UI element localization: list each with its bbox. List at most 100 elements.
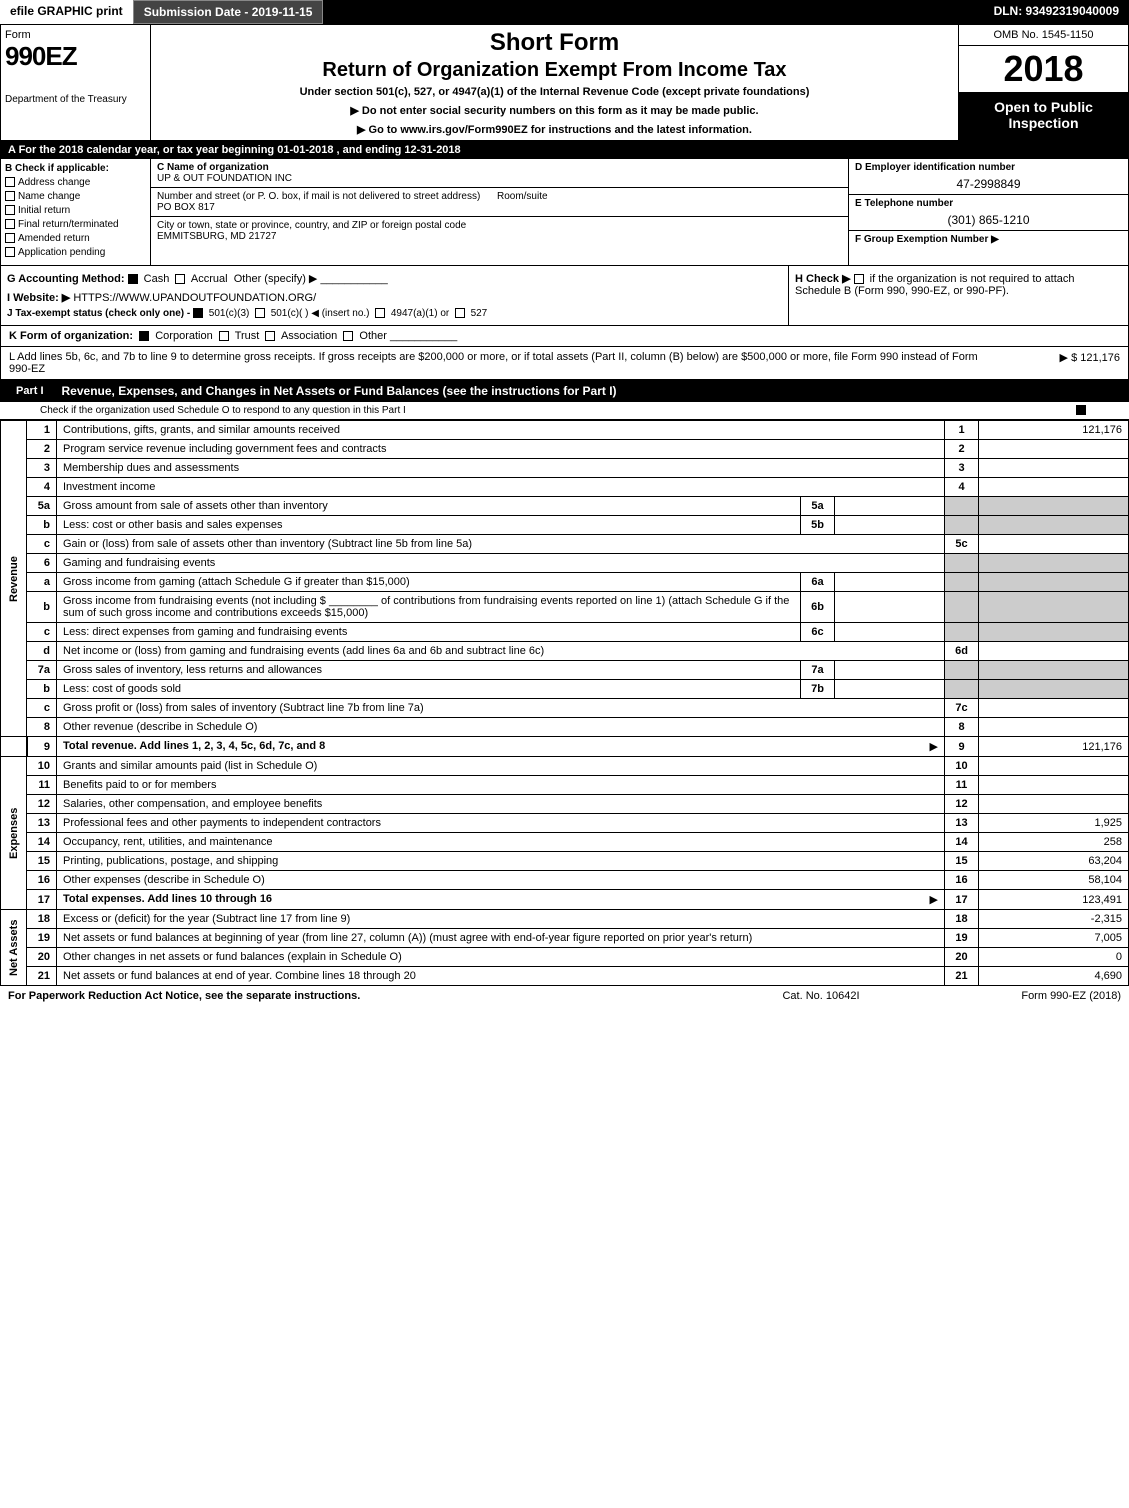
chk-h[interactable]: [854, 274, 864, 284]
line-val: 58,104: [979, 871, 1129, 890]
period-label: A For the 2018 calendar year, or tax yea…: [8, 144, 274, 156]
chk-assoc[interactable]: [265, 331, 275, 341]
chk-corp[interactable]: [139, 331, 149, 341]
line-rnum: 4: [945, 478, 979, 497]
table-row: 14 Occupancy, rent, utilities, and maint…: [1, 833, 1129, 852]
line-num: 20: [27, 948, 57, 967]
chk-527[interactable]: [455, 308, 465, 318]
chk-final[interactable]: Final return/terminated: [5, 219, 146, 230]
l-text: L Add lines 5b, 6c, and 7b to line 9 to …: [9, 351, 1000, 375]
line-num: 3: [27, 459, 57, 478]
line-desc: Gross profit or (loss) from sales of inv…: [63, 702, 424, 714]
line-val: [979, 459, 1129, 478]
f-label: F Group Exemption Number ▶: [855, 234, 999, 245]
line-rnum: 16: [945, 871, 979, 890]
period-end: 12-31-2018: [404, 144, 460, 156]
l-amount: ▶ $ 121,176: [1000, 351, 1120, 375]
chk-address-label: Address change: [18, 177, 90, 188]
chk-501c3[interactable]: [193, 308, 203, 318]
table-row: 12 Salaries, other compensation, and emp…: [1, 795, 1129, 814]
footer-left: For Paperwork Reduction Act Notice, see …: [8, 990, 721, 1002]
mini-num: 6b: [801, 592, 835, 623]
chk-501c[interactable]: [255, 308, 265, 318]
line-num: 19: [27, 929, 57, 948]
info-block: B Check if applicable: Address change Na…: [0, 159, 1129, 266]
line-desc: Gross sales of inventory, less returns a…: [63, 664, 322, 676]
line-val: 121,176: [979, 737, 1129, 757]
gh-block: G Accounting Method: Cash Accrual Other …: [0, 266, 1129, 326]
other-org-label: Other: [359, 330, 387, 342]
shade: [945, 573, 979, 592]
line-val: 123,491: [979, 890, 1129, 910]
line-desc: Contributions, gifts, grants, and simila…: [63, 424, 340, 436]
mini-val: [835, 623, 945, 642]
line-rnum: 21: [945, 967, 979, 986]
line-desc: Gaming and fundraising events: [63, 557, 215, 569]
line-desc: Gain or (loss) from sale of assets other…: [63, 538, 472, 550]
period-ending-label: , and ending: [337, 144, 402, 156]
chk-pending[interactable]: Application pending: [5, 247, 146, 258]
return-title: Return of Organization Exempt From Incom…: [159, 59, 950, 82]
header-mid: Short Form Return of Organization Exempt…: [151, 25, 958, 140]
table-row: 9 Total revenue. Add lines 1, 2, 3, 4, 5…: [1, 737, 1129, 757]
chk-trust[interactable]: [219, 331, 229, 341]
table-row: 5a Gross amount from sale of assets othe…: [1, 497, 1129, 516]
website-link[interactable]: HTTPS://WWW.UPANDOUTFOUNDATION.ORG/: [73, 292, 316, 304]
table-row: 7a Gross sales of inventory, less return…: [1, 661, 1129, 680]
table-row: 8 Other revenue (describe in Schedule O)…: [1, 718, 1129, 737]
shade: [945, 661, 979, 680]
line-val: [979, 440, 1129, 459]
line-val: 0: [979, 948, 1129, 967]
mini-num: 6a: [801, 573, 835, 592]
header-right: OMB No. 1545-1150 2018 Open to Public In…: [958, 25, 1128, 140]
table-row: b Gross income from fundraising events (…: [1, 592, 1129, 623]
short-form-title: Short Form: [159, 29, 950, 57]
line-desc: Gross income from fundraising events (no…: [63, 595, 789, 619]
line-rnum: 5c: [945, 535, 979, 554]
l-line: L Add lines 5b, 6c, and 7b to line 9 to …: [0, 347, 1129, 380]
chk-address[interactable]: Address change: [5, 177, 146, 188]
mini-val: [835, 661, 945, 680]
gh-left: G Accounting Method: Cash Accrual Other …: [1, 266, 788, 325]
table-row: Revenue 1 Contributions, gifts, grants, …: [1, 421, 1129, 440]
mini-val: [835, 592, 945, 623]
org-city-row: City or town, state or province, country…: [151, 217, 848, 245]
org-panel: C Name of organization UP & OUT FOUNDATI…: [151, 159, 848, 265]
dln-label: DLN: 93492319040009: [984, 0, 1129, 24]
line-num: 16: [27, 871, 57, 890]
line-desc: Investment income: [63, 481, 155, 493]
line-desc: Total revenue. Add lines 1, 2, 3, 4, 5c,…: [63, 740, 325, 752]
efile-tab[interactable]: efile GRAPHIC print: [0, 0, 133, 24]
table-row: 17 Total expenses. Add lines 10 through …: [1, 890, 1129, 910]
mini-num: 5a: [801, 497, 835, 516]
form-number: 990EZ: [5, 41, 146, 72]
line-num: c: [27, 623, 57, 642]
line-num: a: [27, 573, 57, 592]
under-section: Under section 501(c), 527, or 4947(a)(1)…: [159, 86, 950, 98]
shade: [979, 497, 1129, 516]
chk-4947[interactable]: [375, 308, 385, 318]
chk-amended[interactable]: Amended return: [5, 233, 146, 244]
line-desc: Professional fees and other payments to …: [63, 817, 381, 829]
shade: [979, 516, 1129, 535]
line-num: 4: [27, 478, 57, 497]
chk-other-org[interactable]: [343, 331, 353, 341]
header-left: Form 990EZ Department of the Treasury: [1, 25, 151, 140]
chk-accrual[interactable]: [175, 274, 185, 284]
line-num: 10: [27, 757, 57, 776]
table-row: 6 Gaming and fundraising events: [1, 554, 1129, 573]
line-num: 13: [27, 814, 57, 833]
part1-sub-text: Check if the organization used Schedule …: [40, 405, 406, 416]
table-row: 13 Professional fees and other payments …: [1, 814, 1129, 833]
phone-value: (301) 865-1210: [855, 209, 1122, 227]
line-val: -2,315: [979, 910, 1129, 929]
no-ssn-line: ▶ Do not enter social security numbers o…: [159, 104, 950, 117]
chk-initial[interactable]: Initial return: [5, 205, 146, 216]
chk-name[interactable]: Name change: [5, 191, 146, 202]
table-row: Expenses 10 Grants and similar amounts p…: [1, 757, 1129, 776]
line-rnum: 3: [945, 459, 979, 478]
trust-label: Trust: [235, 330, 260, 342]
gh-right: H Check ▶ if the organization is not req…: [788, 266, 1128, 325]
chk-schedule-o[interactable]: [1076, 405, 1086, 415]
chk-cash[interactable]: [128, 274, 138, 284]
